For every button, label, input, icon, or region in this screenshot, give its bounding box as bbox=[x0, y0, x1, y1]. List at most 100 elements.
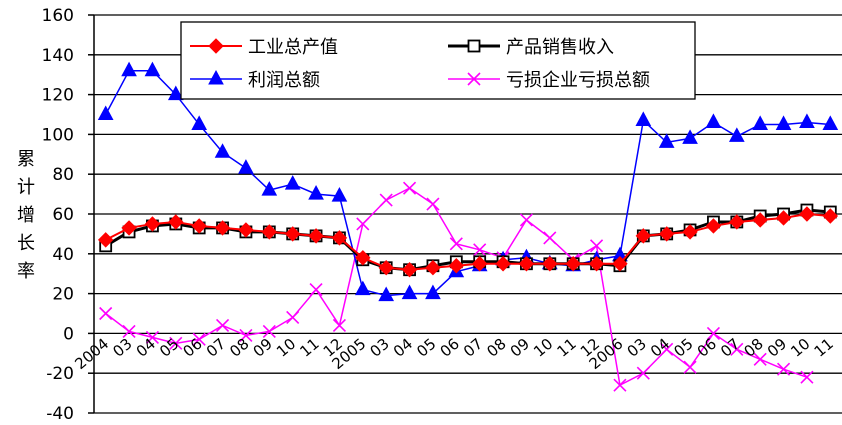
data-point bbox=[543, 231, 557, 245]
data-point bbox=[191, 218, 207, 234]
x-tick-label: 11 bbox=[296, 335, 322, 361]
data-point bbox=[284, 175, 301, 190]
data-point bbox=[729, 214, 745, 230]
y-tick-label: 80 bbox=[52, 165, 74, 185]
data-point bbox=[705, 218, 722, 234]
x-tick-label: 03 bbox=[624, 335, 650, 361]
x-tick-label: 09 bbox=[250, 335, 276, 361]
data-point bbox=[378, 286, 395, 302]
data-point bbox=[121, 61, 137, 77]
data-point bbox=[308, 185, 324, 200]
legend-label: 亏损企业亏损总额 bbox=[506, 70, 650, 91]
y-axis-title-char: 增 bbox=[17, 205, 35, 226]
x-tick-label: 09 bbox=[507, 335, 533, 361]
x-tick-label: 11 bbox=[554, 335, 580, 361]
data-point bbox=[542, 256, 558, 272]
data-point bbox=[331, 230, 348, 246]
data-point bbox=[144, 216, 161, 232]
x-tick-label: 03 bbox=[367, 335, 393, 361]
data-point bbox=[589, 239, 604, 253]
y-axis-title-char: 长 bbox=[17, 233, 35, 254]
x-tick-label: 10 bbox=[787, 335, 813, 361]
data-point bbox=[588, 256, 605, 272]
x-tick-label: 10 bbox=[530, 335, 556, 361]
data-point bbox=[730, 342, 744, 356]
axis-layer: -40 -20 0 20 40 60 80 100 120 140 160 bbox=[42, 6, 95, 424]
label-layer: 2004030405060708091011122005030405060708… bbox=[71, 335, 836, 373]
data-point bbox=[658, 133, 675, 148]
data-point bbox=[799, 113, 815, 128]
data-point bbox=[239, 328, 253, 342]
data-point bbox=[261, 181, 278, 196]
data-point bbox=[238, 159, 254, 174]
y-axis-title-char: 率 bbox=[17, 261, 35, 282]
data-point bbox=[331, 187, 348, 202]
x-tick-label: 04 bbox=[647, 335, 673, 361]
series-1 bbox=[97, 206, 839, 278]
y-tick-label: 120 bbox=[42, 86, 74, 106]
data-point bbox=[752, 212, 768, 228]
data-point bbox=[356, 217, 370, 231]
data-point bbox=[401, 262, 418, 278]
y-tick-label: 20 bbox=[52, 285, 74, 305]
data-point bbox=[286, 310, 300, 325]
data-point bbox=[471, 256, 488, 272]
data-point bbox=[97, 105, 114, 120]
legend-item: 利润总额 bbox=[190, 69, 320, 91]
data-point bbox=[215, 318, 230, 333]
data-point bbox=[355, 250, 371, 266]
x-tick-label: 04 bbox=[390, 335, 416, 361]
data-point bbox=[467, 72, 481, 86]
data-point bbox=[565, 256, 581, 272]
data-point bbox=[775, 115, 792, 130]
data-point bbox=[635, 111, 652, 126]
data-point bbox=[519, 213, 534, 227]
y-tick-label: -20 bbox=[46, 364, 74, 384]
data-point bbox=[401, 284, 418, 300]
data-point bbox=[402, 181, 417, 195]
y-axis-title-char: 计 bbox=[17, 177, 35, 198]
data-point bbox=[192, 332, 206, 346]
data-point bbox=[354, 280, 371, 296]
data-point bbox=[144, 61, 161, 77]
data-point bbox=[800, 370, 814, 384]
data-point bbox=[167, 85, 184, 101]
data-point bbox=[706, 326, 721, 340]
data-point bbox=[168, 214, 184, 230]
legend-label: 产品销售收入 bbox=[506, 37, 614, 58]
data-point bbox=[495, 256, 511, 272]
data-point bbox=[425, 260, 441, 276]
data-point bbox=[613, 378, 627, 392]
x-tick-label: 05 bbox=[413, 335, 439, 361]
data-point bbox=[822, 208, 839, 224]
data-point bbox=[822, 115, 839, 130]
data-point bbox=[753, 352, 767, 366]
data-point bbox=[683, 360, 697, 374]
data-point bbox=[97, 232, 114, 248]
data-point bbox=[518, 256, 535, 272]
x-tick-label: 08 bbox=[483, 335, 509, 361]
data-point bbox=[425, 284, 441, 300]
series-layer bbox=[97, 61, 839, 392]
data-point bbox=[635, 228, 652, 244]
data-point bbox=[660, 342, 674, 356]
data-point bbox=[449, 237, 463, 251]
data-point bbox=[121, 220, 137, 236]
y-tick-label: 160 bbox=[42, 6, 74, 26]
x-tick-label: 11 bbox=[811, 335, 837, 361]
data-point bbox=[776, 362, 791, 376]
y-tick-label: 140 bbox=[42, 46, 74, 66]
data-point bbox=[214, 220, 231, 236]
x-tick-label: 06 bbox=[437, 335, 463, 361]
x-tick-label: 05 bbox=[670, 335, 696, 361]
data-point bbox=[705, 113, 722, 128]
data-point bbox=[309, 283, 323, 297]
data-point bbox=[752, 115, 769, 130]
legend-label: 利润总额 bbox=[248, 70, 320, 91]
data-point bbox=[636, 366, 650, 380]
x-tick-label: 07 bbox=[460, 335, 486, 361]
data-point bbox=[799, 206, 815, 222]
